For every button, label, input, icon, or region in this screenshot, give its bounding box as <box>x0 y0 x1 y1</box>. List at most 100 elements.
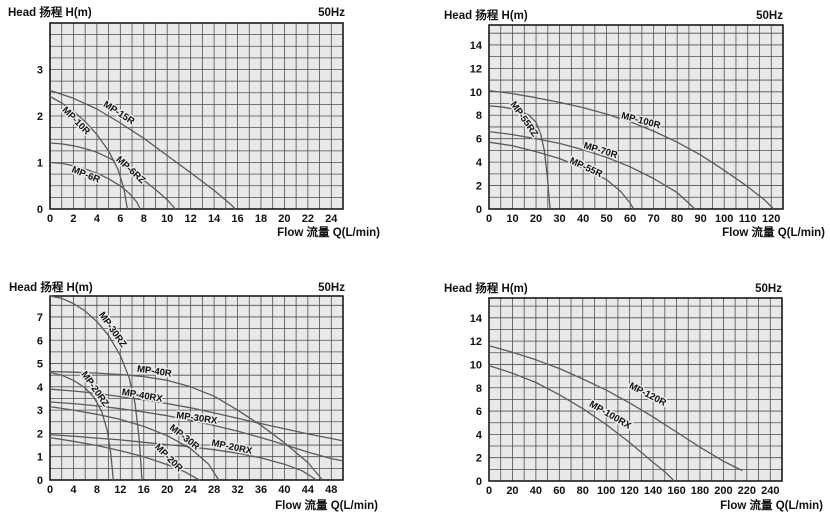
y-tick-label: 8 <box>476 110 482 122</box>
x-tick-label: 12 <box>114 484 126 496</box>
x-tick-label: 12 <box>185 213 197 225</box>
chart-panel-top-right: 0 10 20 30 40 50 60 70 80 90 100 110 120 0 2 4 6 8 10 12 14 M… <box>415 0 830 259</box>
x-tick-label: 18 <box>255 213 267 225</box>
x-tick-label: 0 <box>47 213 53 225</box>
frequency-label: 50Hz <box>318 282 345 294</box>
curve-MP-20R <box>49 436 200 481</box>
head-axis-title: Head 扬程 H(m) <box>444 281 528 295</box>
x-tick-label: 36 <box>255 484 267 496</box>
plot-area <box>50 296 343 480</box>
pump-curves <box>49 295 344 481</box>
flow-axis-title: Flow 流量 Q(L/min) <box>722 225 825 239</box>
curve-MP-70R <box>488 130 696 210</box>
x-tick-label: 22 <box>302 213 314 225</box>
y-tick-label: 2 <box>476 181 482 193</box>
x-tick-label: 240 <box>761 485 779 497</box>
flow-axis-title: Flow 流量 Q(L/min) <box>277 225 380 239</box>
x-tick-label: 40 <box>530 485 542 497</box>
plot-border <box>488 297 783 482</box>
x-tick-label: 20 <box>161 484 173 496</box>
y-tick-label: 4 <box>476 157 483 169</box>
frequency-label: 50Hz <box>318 7 345 19</box>
x-tick-label: 4 <box>70 484 77 496</box>
chart-panel-bottom-left: 0 4 8 12 16 20 24 28 32 36 40 44 48 0 1 2 3 4 5 6 7 MP-30RZ MP… <box>0 258 415 517</box>
plot-border <box>488 24 784 210</box>
x-tick-label: 28 <box>208 484 220 496</box>
x-tick-label: 24 <box>185 484 198 496</box>
curve-MP-100R <box>488 89 775 210</box>
y-tick-label: 0 <box>37 475 43 487</box>
y-tick-label: 0 <box>37 204 43 216</box>
x-tick-label: 70 <box>648 213 660 225</box>
x-tick-label: 0 <box>486 485 492 497</box>
head-axis-title: Head 扬程 H(m) <box>8 5 92 19</box>
x-tick-label: 100 <box>715 213 733 225</box>
y-tick-label: 10 <box>470 359 482 371</box>
x-tick-label: 40 <box>278 484 290 496</box>
x-tick-label: 120 <box>762 213 780 225</box>
x-tick-label: 140 <box>644 485 662 497</box>
y-tick-label: 4 <box>37 382 44 394</box>
x-tick-label: 80 <box>671 213 683 225</box>
y-tick-label: 4 <box>476 429 483 441</box>
x-tick-label: 14 <box>208 213 221 225</box>
curve-MP-20RZ <box>49 371 114 481</box>
curve-MP-120R <box>488 345 743 472</box>
pump-curve-chart: 0 2 4 6 8 10 12 14 16 18 20 22 240123MP-15RMP-10RMP-… <box>8 5 380 239</box>
pump-curve-chart: 0 10 20 30 40 50 60 70 80 90 100 110 12002468101214M… <box>444 8 825 239</box>
x-tick-label: 10 <box>506 213 518 225</box>
frequency-label: 50Hz <box>756 10 783 22</box>
chart-panel-top-left: 0 2 4 6 8 10 12 14 16 18 20 22 24 0 1 2 3 MP-15R MP-10R MP-… <box>0 0 415 259</box>
head-axis-title: Head 扬程 H(m) <box>444 8 528 22</box>
curve-MP-55RZ <box>488 105 551 210</box>
y-tick-label: 6 <box>476 134 482 146</box>
x-tick-label: 2 <box>70 213 76 225</box>
y-tick-label: 2 <box>37 428 43 440</box>
chart-panel-bottom-right: 0 20 40 60 80 100 120 140 160 180 200 220 240 0 2 4 6 8 10… <box>415 258 830 517</box>
pump-curves <box>488 345 743 482</box>
x-tick-label: 220 <box>738 485 756 497</box>
x-tick-label: 60 <box>624 213 636 225</box>
y-tick-label: 5 <box>37 359 43 371</box>
y-tick-label: 0 <box>476 204 482 216</box>
flow-axis-title: Flow 流量 Q(L/min) <box>720 498 823 512</box>
y-tick-label: 2 <box>476 453 482 465</box>
curve-MP-10R <box>49 95 129 210</box>
y-tick-label: 2 <box>37 111 43 123</box>
x-tick-label: 110 <box>739 213 757 225</box>
y-tick-label: 8 <box>476 383 482 395</box>
y-tick-label: 14 <box>470 313 483 325</box>
y-tick-label: 3 <box>37 405 43 417</box>
x-tick-label: 160 <box>667 485 685 497</box>
x-tick-label: 0 <box>47 484 53 496</box>
y-tick-label: 12 <box>470 63 482 75</box>
y-tick-label: 1 <box>37 452 43 464</box>
x-tick-label: 90 <box>695 213 707 225</box>
y-tick-label: 3 <box>37 65 43 77</box>
y-tick-label: 6 <box>37 335 43 347</box>
x-tick-label: 16 <box>138 484 150 496</box>
pump-curves <box>49 89 236 210</box>
curve-MP-100RX <box>488 364 675 482</box>
x-tick-label: 20 <box>506 485 518 497</box>
x-tick-label: 32 <box>231 484 243 496</box>
x-tick-label: 40 <box>577 213 589 225</box>
grid-lines <box>49 22 344 210</box>
frequency-label: 50Hz <box>755 283 782 295</box>
curve-MP-55R <box>488 141 635 210</box>
curve-MP-30RZ <box>49 295 143 481</box>
plot-area <box>489 25 783 209</box>
curve-MP-6R <box>49 161 141 210</box>
y-tick-label: 10 <box>470 87 482 99</box>
curve-MP-40R <box>49 370 323 481</box>
x-tick-label: 6 <box>117 213 123 225</box>
curve-MP-6RZ <box>49 142 176 210</box>
x-tick-label: 200 <box>714 485 732 497</box>
x-tick-label: 80 <box>577 485 589 497</box>
curve-MP-30R <box>49 405 220 481</box>
curve-MP-20RX <box>49 433 317 481</box>
